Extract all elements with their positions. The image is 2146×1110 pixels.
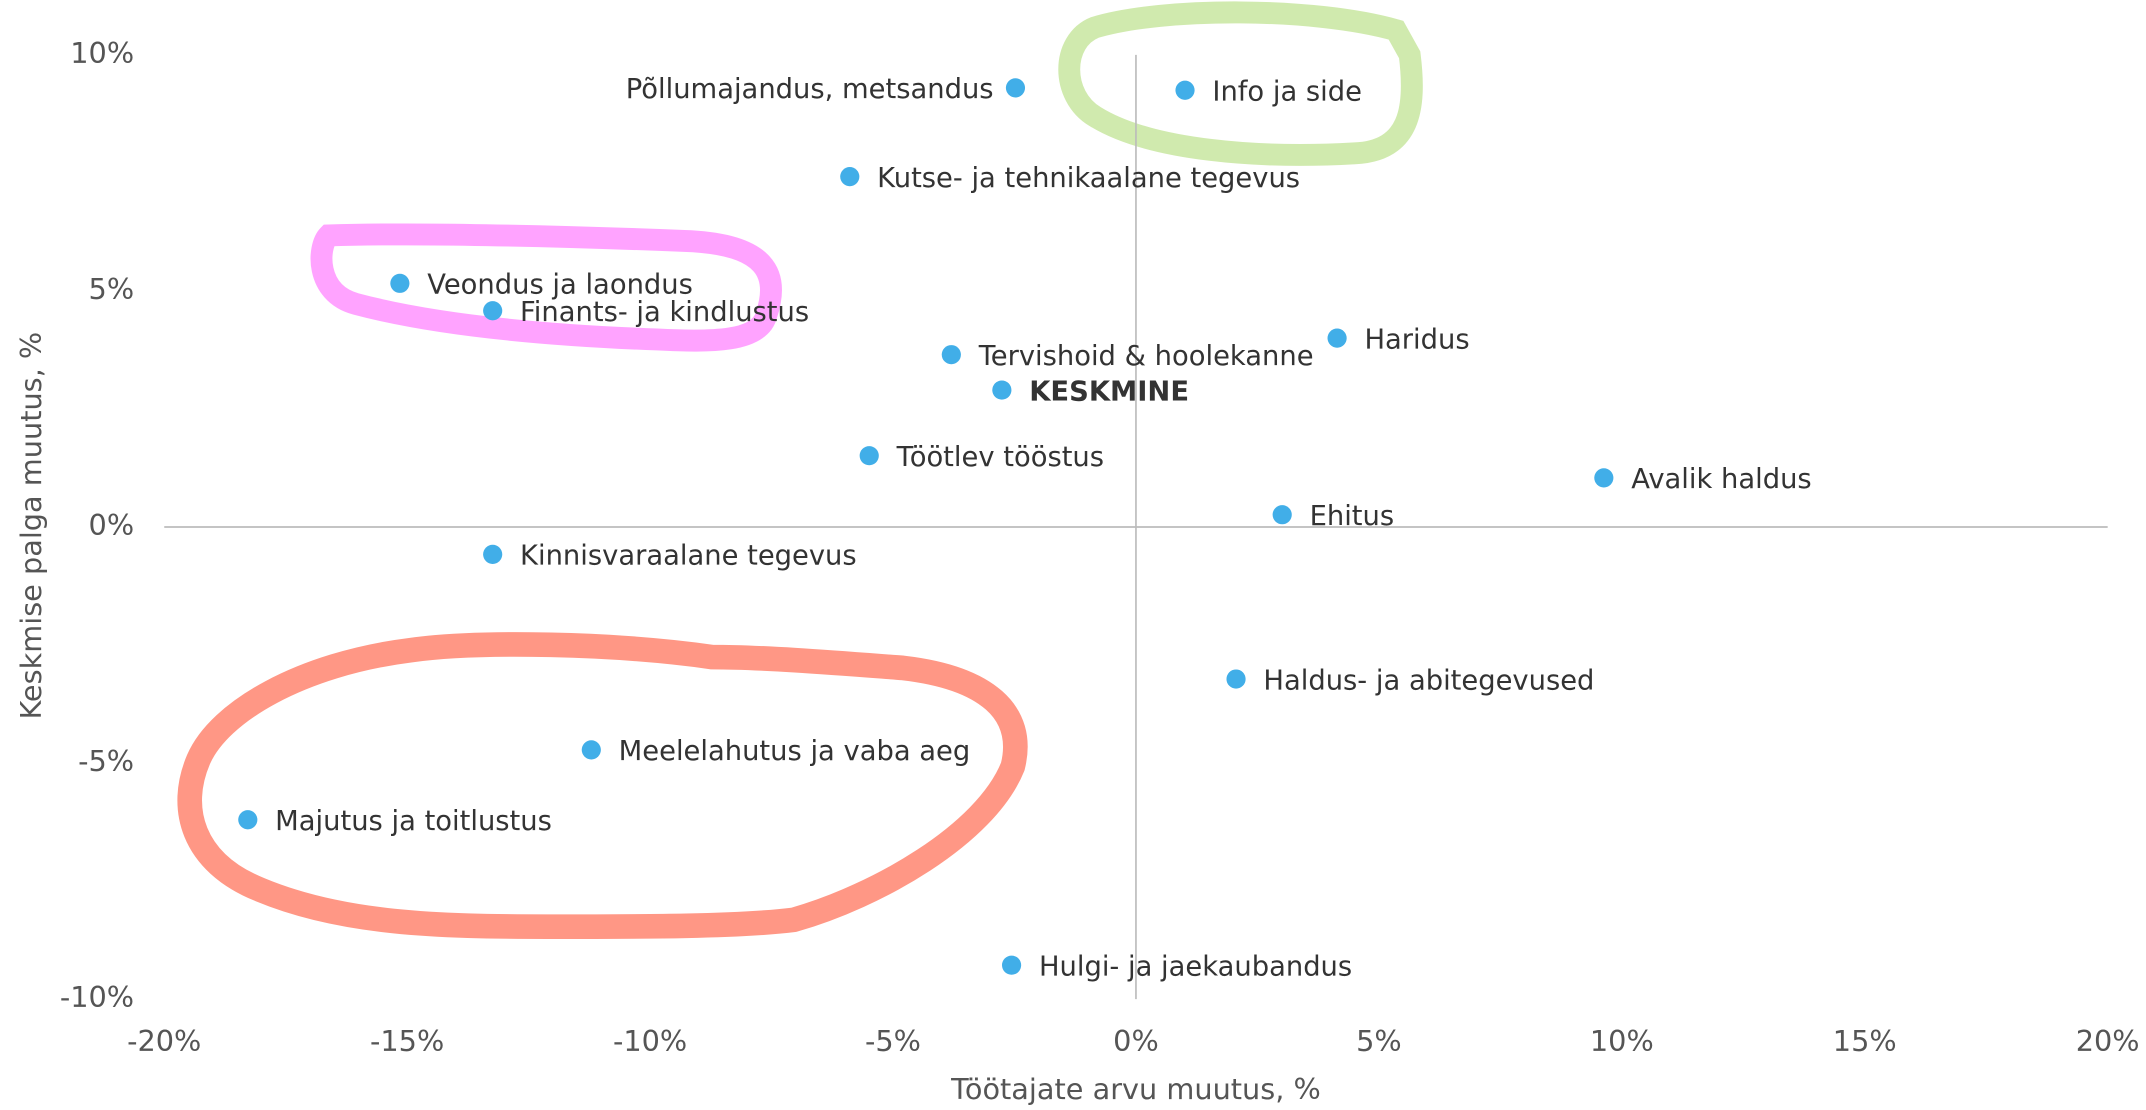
y-tick-label: -10%	[60, 980, 134, 1014]
point	[1272, 505, 1292, 525]
point-label: Ehitus	[1310, 501, 1395, 532]
point-label: Põllumajandus, metsandus	[626, 74, 994, 105]
x-axis-title: Töötajate arvu muutus, %	[950, 1072, 1321, 1106]
point-label: Kutse- ja tehnikaalane tegevus	[877, 163, 1300, 194]
point-label: Haldus- ja abitegevused	[1263, 665, 1594, 696]
y-tick-label: 0%	[89, 508, 135, 542]
point	[1001, 955, 1022, 975]
highlight-green	[1058, 1, 1423, 166]
point-label: Meelelahutus ja vaba aeg	[619, 736, 971, 767]
x-tick-label: 5%	[1356, 1024, 1402, 1058]
point	[483, 301, 503, 321]
point	[1175, 80, 1195, 100]
point	[859, 446, 879, 466]
highlight-red	[177, 632, 1028, 939]
point-label: Kinnisvaraalane tegevus	[520, 541, 857, 572]
x-tick-label: -5%	[865, 1024, 921, 1058]
x-tick-label: 15%	[1833, 1024, 1897, 1058]
highlight-pink	[310, 223, 782, 352]
x-tick-label: -10%	[613, 1024, 687, 1058]
point	[238, 810, 258, 830]
point-label: Töötlev tööstus	[896, 442, 1104, 473]
point	[1005, 78, 1026, 98]
point-label: Hulgi- ja jaekaubandus	[1039, 951, 1352, 982]
point-label: Tervishoid & hoolekanne	[978, 341, 1314, 372]
point	[1226, 669, 1246, 689]
point	[390, 273, 410, 293]
x-tick-label: 10%	[1590, 1024, 1654, 1058]
y-tick-label: 5%	[89, 272, 135, 306]
point-label: Finants- ja kindlustus	[520, 297, 809, 328]
point	[581, 740, 601, 760]
point-label: Info ja side	[1212, 76, 1362, 107]
y-axis-title: Keskmise palga muutus, %	[14, 332, 48, 720]
y-tick-label: -5%	[78, 744, 134, 778]
point-label: KESKMINE	[1029, 376, 1189, 407]
x-tick-label: 0%	[1113, 1024, 1159, 1058]
point	[840, 167, 860, 187]
point-label: Veondus ja laondus	[427, 270, 693, 301]
point	[1594, 468, 1614, 488]
y-tick-label: 10%	[70, 36, 134, 70]
point-label: Avalik haldus	[1631, 464, 1811, 495]
point	[941, 345, 961, 365]
point-label: Majutus ja toitlustus	[275, 806, 552, 837]
point-label: Haridus	[1364, 324, 1469, 355]
x-tick-label: 20%	[2076, 1024, 2140, 1058]
x-tick-label: -20%	[127, 1024, 201, 1058]
point	[992, 380, 1012, 400]
x-tick-label: -15%	[370, 1024, 444, 1058]
point	[1327, 328, 1347, 348]
point	[483, 544, 503, 564]
